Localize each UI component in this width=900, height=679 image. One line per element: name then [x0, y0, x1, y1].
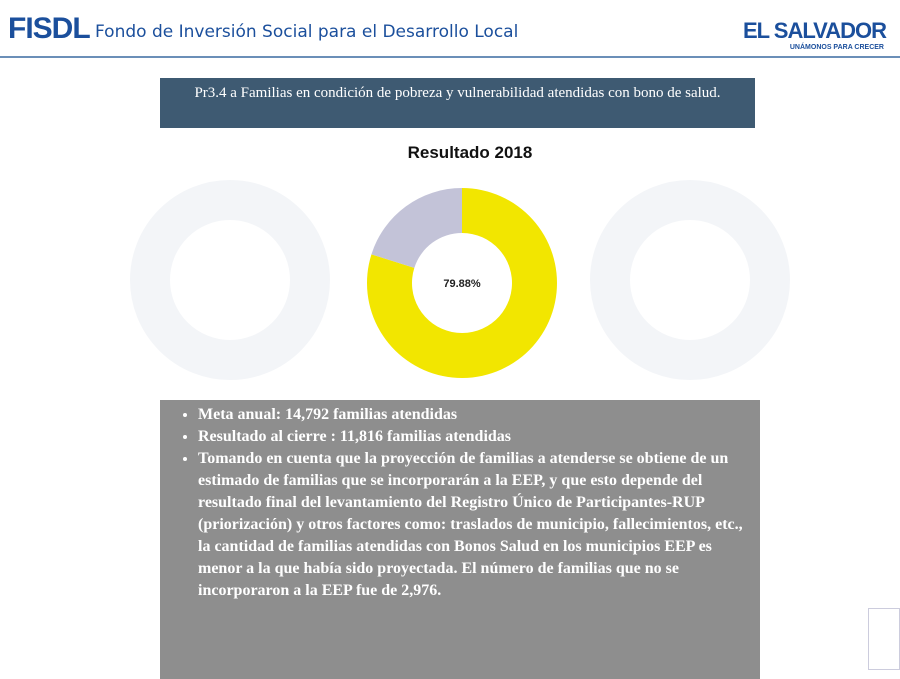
chart: Resultado 2018 79.88% — [130, 143, 790, 380]
logo: EL SALVADOR — [742, 18, 887, 43]
note: Meta anual: 14,792 familias atendidas — [198, 404, 746, 426]
notes-box: Meta anual: 14,792 familias atendidasRes… — [160, 400, 760, 679]
bg-circle — [130, 180, 330, 380]
chart-title: Resultado 2018 — [408, 143, 533, 162]
note: Tomando en cuenta que la proyección de f… — [198, 448, 746, 602]
bg-circle — [590, 180, 790, 380]
subtitle: Fondo de Inversión Social para el Desarr… — [95, 22, 519, 42]
heading: Pr3.4 a Familias en condición de pobreza… — [160, 78, 755, 128]
brand: FISDL — [8, 12, 91, 45]
header-rule — [0, 56, 900, 58]
donut-segment — [371, 188, 462, 268]
corner-logo — [868, 608, 900, 670]
donut-segment — [367, 188, 558, 378]
logo-tagline: UNÁMONOS PARA CRECER — [789, 44, 884, 51]
data-label: 79.88% — [443, 278, 481, 290]
notes-list: Meta anual: 14,792 familias atendidasRes… — [168, 404, 746, 602]
note: Resultado al cierre : 11,816 familias at… — [198, 426, 746, 448]
